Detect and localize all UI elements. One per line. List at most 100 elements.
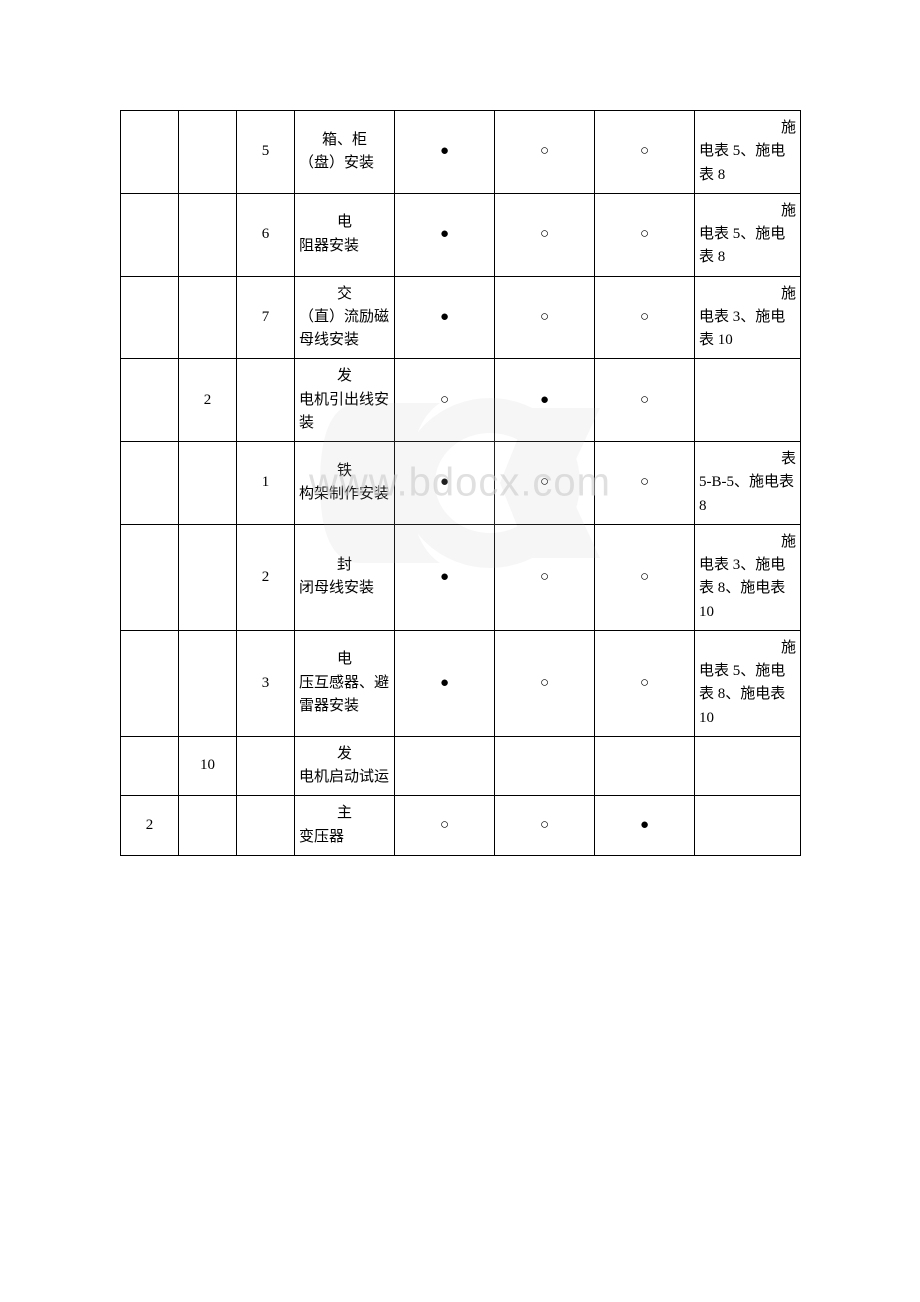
- cell-desc: 发 电机启动试运: [295, 736, 395, 796]
- cell-c7: ●: [595, 796, 695, 856]
- remark-first: 施: [699, 531, 796, 554]
- cell-c6: ○: [495, 111, 595, 194]
- cell-c2: [179, 276, 237, 359]
- cell-remark: 表 5-B-5、施电表 8: [695, 442, 801, 525]
- cell-c7: ○: [595, 111, 695, 194]
- desc-rest: 构架制作安装: [299, 483, 390, 506]
- cell-desc: 铁 构架制作安装: [295, 442, 395, 525]
- cell-c2: [179, 630, 237, 736]
- desc-rest: （盘）安装: [299, 152, 390, 175]
- cell-c1: [121, 442, 179, 525]
- desc-first: 发: [299, 743, 390, 766]
- desc-first: 主: [299, 802, 390, 825]
- cell-c3: 2: [237, 524, 295, 630]
- cell-c6: ●: [495, 359, 595, 442]
- table-body: 5 箱、柜 （盘）安装 ● ○ ○ 施 电表 5、施电表 8 6 电: [121, 111, 801, 856]
- cell-remark: 施 电表 3、施电表 10: [695, 276, 801, 359]
- cell-c2: [179, 524, 237, 630]
- cell-remark: [695, 736, 801, 796]
- remark-first: 施: [699, 200, 796, 223]
- table-row: 2 主 变压器 ○ ○ ●: [121, 796, 801, 856]
- cell-c5: ●: [395, 524, 495, 630]
- table-row: 2 封 闭母线安装 ● ○ ○ 施 电表 3、施电表 8、施电表10: [121, 524, 801, 630]
- table-row: 6 电 阻器安装 ● ○ ○ 施 电表 5、施电表 8: [121, 193, 801, 276]
- cell-c3: 3: [237, 630, 295, 736]
- remark-rest: 电表 5、施电表 8: [699, 223, 796, 270]
- cell-c1: [121, 524, 179, 630]
- cell-c7: [595, 736, 695, 796]
- cell-c7: ○: [595, 524, 695, 630]
- cell-c2: [179, 442, 237, 525]
- cell-remark: [695, 796, 801, 856]
- cell-c5: ●: [395, 111, 495, 194]
- cell-c3: 1: [237, 442, 295, 525]
- cell-c2: [179, 193, 237, 276]
- cell-c2: [179, 796, 237, 856]
- desc-first: 铁: [299, 460, 390, 483]
- table-row: 5 箱、柜 （盘）安装 ● ○ ○ 施 电表 5、施电表 8: [121, 111, 801, 194]
- cell-desc: 电 压互感器、避雷器安装: [295, 630, 395, 736]
- cell-c2: [179, 111, 237, 194]
- desc-rest: 压互感器、避雷器安装: [299, 672, 390, 719]
- cell-c5: ●: [395, 442, 495, 525]
- table-row: 3 电 压互感器、避雷器安装 ● ○ ○ 施 电表 5、施电表 8、施电表10: [121, 630, 801, 736]
- cell-desc: 交 （直）流励磁母线安装: [295, 276, 395, 359]
- cell-desc: 箱、柜 （盘）安装: [295, 111, 395, 194]
- table-row: 7 交 （直）流励磁母线安装 ● ○ ○ 施 电表 3、施电表 10: [121, 276, 801, 359]
- cell-c1: [121, 359, 179, 442]
- cell-c3: 7: [237, 276, 295, 359]
- remark-rest: 电表 5、施电表 8、施电表10: [699, 660, 796, 730]
- desc-first: 电: [299, 211, 390, 234]
- cell-c5: ○: [395, 359, 495, 442]
- remark-rest: 电表 3、施电表 10: [699, 306, 796, 353]
- cell-c7: ○: [595, 442, 695, 525]
- desc-rest: 电机启动试运: [299, 766, 390, 789]
- desc-first: 箱、柜: [299, 129, 390, 152]
- cell-c1: [121, 276, 179, 359]
- remark-first: 施: [699, 637, 796, 660]
- desc-first: 发: [299, 365, 390, 388]
- cell-desc: 主 变压器: [295, 796, 395, 856]
- desc-rest: （直）流励磁母线安装: [299, 306, 390, 353]
- cell-c3: 6: [237, 193, 295, 276]
- desc-rest: 变压器: [299, 826, 390, 849]
- cell-c5: ●: [395, 630, 495, 736]
- cell-c1: 2: [121, 796, 179, 856]
- cell-c6: ○: [495, 276, 595, 359]
- cell-c6: ○: [495, 796, 595, 856]
- desc-rest: 闭母线安装: [299, 577, 390, 600]
- cell-c6: ○: [495, 193, 595, 276]
- cell-c5: ●: [395, 276, 495, 359]
- table-row: 1 铁 构架制作安装 ● ○ ○ 表 5-B-5、施电表 8: [121, 442, 801, 525]
- cell-c1: [121, 736, 179, 796]
- cell-c6: ○: [495, 442, 595, 525]
- cell-desc: 发 电机引出线安装: [295, 359, 395, 442]
- desc-first: 交: [299, 283, 390, 306]
- cell-c6: [495, 736, 595, 796]
- cell-desc: 封 闭母线安装: [295, 524, 395, 630]
- cell-c5: [395, 736, 495, 796]
- cell-desc: 电 阻器安装: [295, 193, 395, 276]
- remark-first: 施: [699, 283, 796, 306]
- cell-c5: ●: [395, 193, 495, 276]
- table-row: 2 发 电机引出线安装 ○ ● ○: [121, 359, 801, 442]
- cell-c6: ○: [495, 630, 595, 736]
- cell-c2: 2: [179, 359, 237, 442]
- remark-rest: 5-B-5、施电表 8: [699, 471, 796, 518]
- cell-c7: ○: [595, 630, 695, 736]
- page: www.bdocx.com 5 箱、柜 （盘）安装 ● ○ ○ 施 电表 5、施…: [120, 110, 800, 856]
- desc-rest: 阻器安装: [299, 235, 390, 258]
- cell-remark: 施 电表 5、施电表 8: [695, 193, 801, 276]
- remark-first: 表: [699, 448, 796, 471]
- desc-first: 封: [299, 554, 390, 577]
- cell-c1: [121, 193, 179, 276]
- cell-remark: 施 电表 5、施电表 8: [695, 111, 801, 194]
- cell-c1: [121, 630, 179, 736]
- remark-rest: 电表 5、施电表 8: [699, 140, 796, 187]
- cell-remark: 施 电表 5、施电表 8、施电表10: [695, 630, 801, 736]
- cell-c1: [121, 111, 179, 194]
- cell-c5: ○: [395, 796, 495, 856]
- cell-remark: 施 电表 3、施电表 8、施电表10: [695, 524, 801, 630]
- cell-c2: 10: [179, 736, 237, 796]
- cell-c7: ○: [595, 276, 695, 359]
